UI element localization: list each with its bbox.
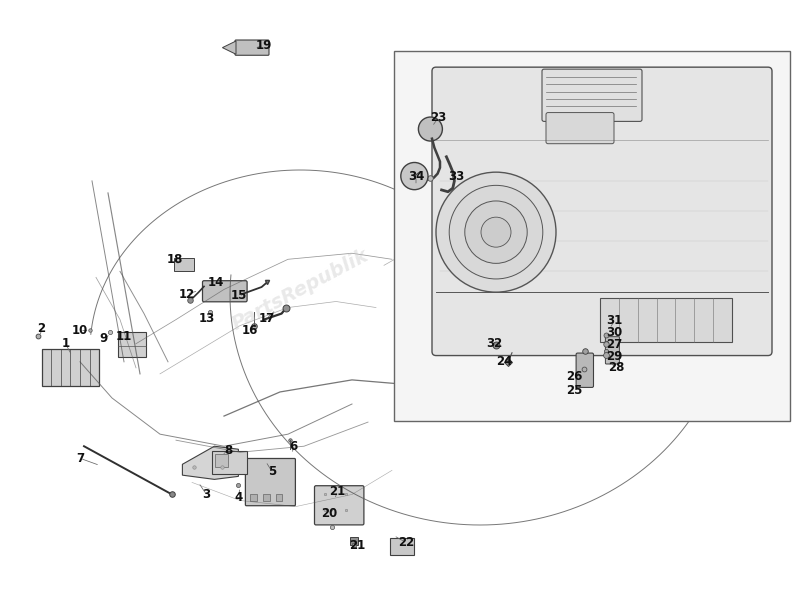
Text: 21: 21 [330,485,346,498]
Text: 5: 5 [268,465,276,478]
Polygon shape [222,41,236,54]
Text: 27: 27 [606,338,622,352]
Bar [212,451,247,474]
Text: 33: 33 [448,169,464,183]
Bar [174,258,194,271]
Text: 9: 9 [100,332,108,346]
Bar [600,298,732,342]
Circle shape [401,162,428,190]
FancyBboxPatch shape [546,113,614,144]
FancyBboxPatch shape [576,353,594,387]
Bar [263,494,270,501]
Bar [276,494,282,501]
Text: 1: 1 [62,337,70,350]
Text: 17: 17 [258,312,274,325]
Text: 24: 24 [496,355,512,368]
Circle shape [450,185,542,279]
Bar [250,494,257,501]
Text: 32: 32 [486,337,502,350]
Bar [215,454,228,467]
Text: 25: 25 [566,384,582,397]
Text: 21: 21 [350,539,366,552]
Bar [42,349,99,386]
FancyBboxPatch shape [542,69,642,121]
FancyBboxPatch shape [202,281,247,302]
Text: 23: 23 [430,111,446,124]
FancyBboxPatch shape [432,67,772,356]
Text: 30: 30 [606,326,622,339]
Text: 26: 26 [566,370,582,384]
Text: 10: 10 [72,324,88,337]
Text: 16: 16 [242,324,258,337]
Text: 2: 2 [38,322,46,335]
Text: 14: 14 [208,276,224,289]
Text: 29: 29 [606,350,622,364]
Circle shape [465,201,527,264]
FancyBboxPatch shape [314,486,364,525]
Text: PartsRepublik: PartsRepublik [228,245,372,333]
Circle shape [481,217,511,247]
Circle shape [418,117,442,141]
Text: 6: 6 [290,440,298,453]
Text: 28: 28 [608,361,624,374]
Text: 15: 15 [230,289,246,302]
Bar [118,332,146,357]
Text: 19: 19 [256,39,272,52]
Text: 20: 20 [322,507,338,520]
Text: 18: 18 [166,253,182,266]
Text: 11: 11 [116,330,132,343]
Text: 12: 12 [178,288,194,301]
Text: 31: 31 [606,314,622,327]
Text: 34: 34 [408,169,424,183]
Bar [394,51,790,421]
Text: 3: 3 [202,488,210,501]
Text: 4: 4 [234,491,242,504]
Text: 7: 7 [76,452,84,465]
Text: 13: 13 [198,312,214,325]
Polygon shape [182,446,238,479]
FancyBboxPatch shape [606,336,619,364]
Text: 22: 22 [398,536,414,549]
Text: 8: 8 [224,444,232,457]
FancyBboxPatch shape [246,458,295,506]
FancyBboxPatch shape [235,40,269,55]
Circle shape [436,172,556,292]
Bar [390,538,414,555]
